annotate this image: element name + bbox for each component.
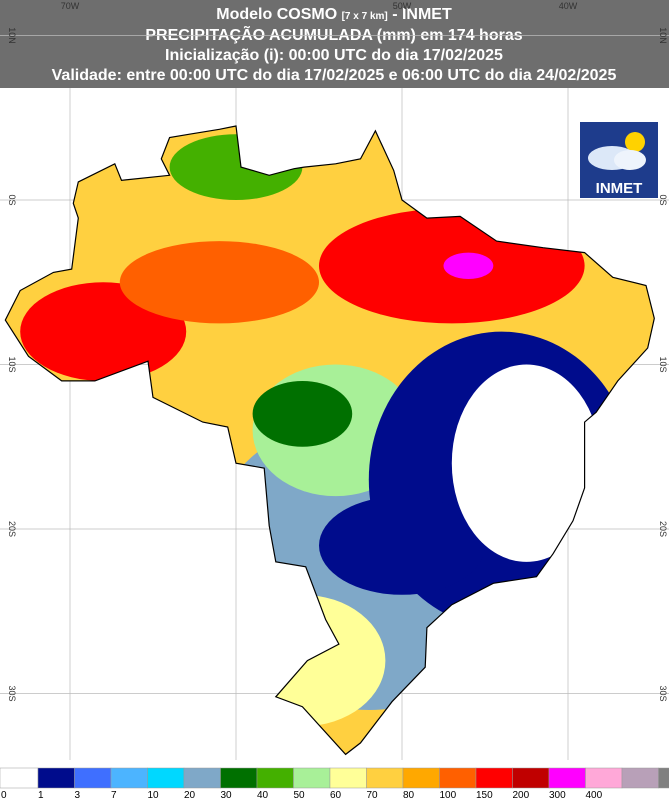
blob-dry — [451, 364, 602, 562]
colorbar-label: 40 — [257, 790, 269, 800]
header-line1: Modelo COSMO [7 x 7 km] - INMET — [216, 6, 452, 23]
colorbar-swatch — [585, 767, 623, 789]
blob-n — [169, 134, 303, 201]
colorbar-label: 200 — [513, 790, 530, 800]
lat-label-left: 10N — [7, 27, 17, 44]
colorbar-swatch — [366, 767, 404, 789]
lat-label-left: 30S — [7, 685, 17, 701]
blob-navy2 — [319, 496, 485, 595]
colorbar-label: 1 — [38, 790, 44, 800]
colorbar-label: 80 — [403, 790, 415, 800]
colorbar-swatch — [402, 767, 440, 789]
resolution: [7 x 7 km] — [342, 11, 388, 22]
lat-label-left: 20S — [7, 521, 17, 537]
lat-label-right: 20S — [658, 521, 668, 537]
lat-label-right: 30S — [658, 685, 668, 701]
lat-label-right: 0S — [658, 194, 668, 205]
header-line2: PRECIPITAÇÃO ACUMULADA (mm) em 174 horas — [145, 24, 522, 44]
colorbar-swatch — [658, 767, 669, 789]
lat-label-left: 0S — [7, 194, 17, 205]
lat-label-right: 10S — [658, 356, 668, 372]
colorbar-label: 7 — [111, 790, 117, 800]
lon-label: 50W — [393, 1, 412, 11]
colorbar-swatch — [147, 767, 185, 789]
precip-field — [4, 125, 655, 756]
colorbar-label: 300 — [549, 790, 566, 800]
header-line4: Validade: entre 00:00 UTC do dia 17/02/2… — [52, 67, 617, 84]
colorbar-label: 100 — [440, 790, 457, 800]
colorbar-swatch — [37, 767, 75, 789]
colorbar-label: 60 — [330, 790, 342, 800]
blob-magenta — [443, 252, 494, 279]
blob-darkgreen — [252, 380, 353, 447]
colorbar-swatch — [548, 767, 586, 789]
colorbar-swatch — [293, 767, 331, 789]
inmet-logo: INMET — [580, 122, 658, 198]
colorbar-swatch — [220, 767, 258, 789]
colorbar-swatch — [0, 767, 39, 789]
colorbar-label: 400 — [586, 790, 603, 800]
colorbar-swatch — [621, 767, 659, 789]
colorbar-label: 3 — [75, 790, 81, 800]
field-clip — [5, 126, 655, 755]
colorbar-label: 0 — [1, 790, 7, 800]
agency: - INMET — [392, 6, 452, 23]
header-line3: Inicialização (i): 00:00 UTC do dia 17/0… — [165, 47, 503, 64]
colorbar-swatch — [256, 767, 294, 789]
colorbar-swatch — [512, 767, 550, 789]
lat-label-left: 10S — [7, 356, 17, 372]
colorbar-label: 10 — [148, 790, 160, 800]
model: Modelo COSMO — [216, 6, 337, 23]
blob-orange — [119, 241, 320, 324]
brazil-outline — [4, 125, 655, 756]
colorbar-label: 20 — [184, 790, 196, 800]
header-band — [0, 0, 669, 88]
lat-label-right: 10N — [658, 27, 668, 44]
colorbar-label: 50 — [294, 790, 306, 800]
colorbar-swatch — [475, 767, 513, 789]
colorbar-swatch — [74, 767, 112, 789]
colorbar-swatch — [329, 767, 367, 789]
colorbar-label: 150 — [476, 790, 493, 800]
colorbar-label: 70 — [367, 790, 379, 800]
colorbar-swatch — [439, 767, 477, 789]
lon-label: 70W — [61, 1, 80, 11]
colorbar-swatch — [110, 767, 148, 789]
lon-label: 40W — [559, 1, 578, 11]
colorbar: 0 1 3 7 10 20 30 40 50 60 70 80 100 150 200 300 400 — [0, 767, 669, 800]
colorbar-swatch — [183, 767, 221, 789]
logo-text: INMET — [596, 180, 643, 197]
colorbar-label: 30 — [221, 790, 233, 800]
